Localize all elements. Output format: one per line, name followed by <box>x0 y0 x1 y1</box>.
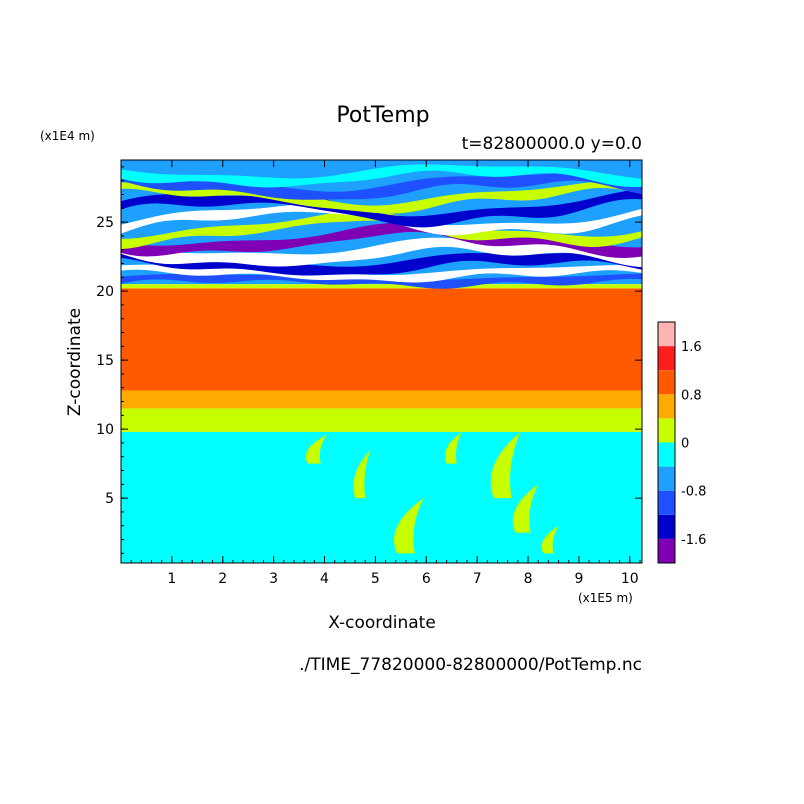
layer-2 <box>121 250 642 276</box>
plume-3 <box>444 431 462 464</box>
plume-0 <box>305 434 328 464</box>
layer-8 <box>121 181 642 214</box>
y-tick-label: 15 <box>96 353 114 369</box>
x-tick-label: 8 <box>524 571 533 587</box>
x-tick-label: 9 <box>574 571 583 587</box>
colorbar-label: -0.8 <box>681 485 706 500</box>
x-tick-label: 6 <box>422 571 431 587</box>
layer-4 <box>121 222 642 258</box>
chart-title: PotTemp <box>336 103 429 128</box>
plume-2 <box>394 498 424 554</box>
y-axis-label: Z-coordinate <box>65 308 85 416</box>
y-axis: 5 10 15 20 25 <box>96 166 642 554</box>
x-tick-label: 4 <box>320 571 329 587</box>
band-2 <box>121 390 642 409</box>
y-tick-label: 5 <box>105 491 114 507</box>
colorbar-swatch <box>658 394 675 419</box>
band-1 <box>121 408 642 432</box>
y-unit-label: (x1E4 m) <box>40 129 95 143</box>
plume-4 <box>490 431 521 499</box>
chart-subtitle: t=82800000.0 y=0.0 <box>462 134 642 154</box>
colorbar-label: 0 <box>681 437 689 452</box>
colorbar-label: 0.8 <box>681 388 702 403</box>
x-tick-label: 2 <box>218 571 227 587</box>
colorbar-label: -1.6 <box>681 533 706 548</box>
colorbar: 1.6 0.8 0 -0.8 -1.6 <box>657 321 706 564</box>
band-4 <box>121 284 642 289</box>
x-tick-label: 3 <box>269 571 278 587</box>
file-path: ./TIME_77820000-82800000/PotTemp.nc <box>299 655 642 675</box>
colorbar-frame <box>657 321 676 564</box>
colorbar-swatch <box>658 514 675 539</box>
colorbar-swatch <box>658 370 675 395</box>
x-tick-label: 5 <box>371 571 380 587</box>
x-unit-label: (x1E5 m) <box>578 591 633 605</box>
y-tick-label: 25 <box>96 215 114 231</box>
band-3 <box>121 288 642 391</box>
plume-6 <box>541 525 559 554</box>
y-tick-label: 20 <box>96 284 114 300</box>
x-axis: 1 2 3 4 5 6 7 8 9 10 <box>120 160 641 587</box>
x-tick-label: 1 <box>167 571 176 587</box>
x-tick-label: 7 <box>473 571 482 587</box>
colorbar-swatch <box>658 490 675 515</box>
layer-10 <box>121 164 642 188</box>
plume-1 <box>353 449 371 499</box>
layer-0 <box>121 273 642 289</box>
colorbar-label: 1.6 <box>681 340 702 355</box>
plot-area <box>121 160 642 563</box>
layer-7 <box>121 189 642 228</box>
colorbar-swatch <box>658 322 675 347</box>
plume-5 <box>512 484 539 533</box>
layer-9 <box>121 172 642 200</box>
x-axis-label: X-coordinate <box>328 613 436 633</box>
plot-frame <box>120 159 643 564</box>
band-0 <box>121 431 642 563</box>
colorbar-swatch <box>658 466 675 491</box>
y-tick-label: 10 <box>96 422 114 438</box>
colorbar-swatch <box>658 538 675 563</box>
colorbar-swatch <box>658 346 675 371</box>
colorbar-swatch <box>658 418 675 443</box>
colorbar-swatch <box>658 442 675 467</box>
x-tick-label: 10 <box>621 571 639 587</box>
